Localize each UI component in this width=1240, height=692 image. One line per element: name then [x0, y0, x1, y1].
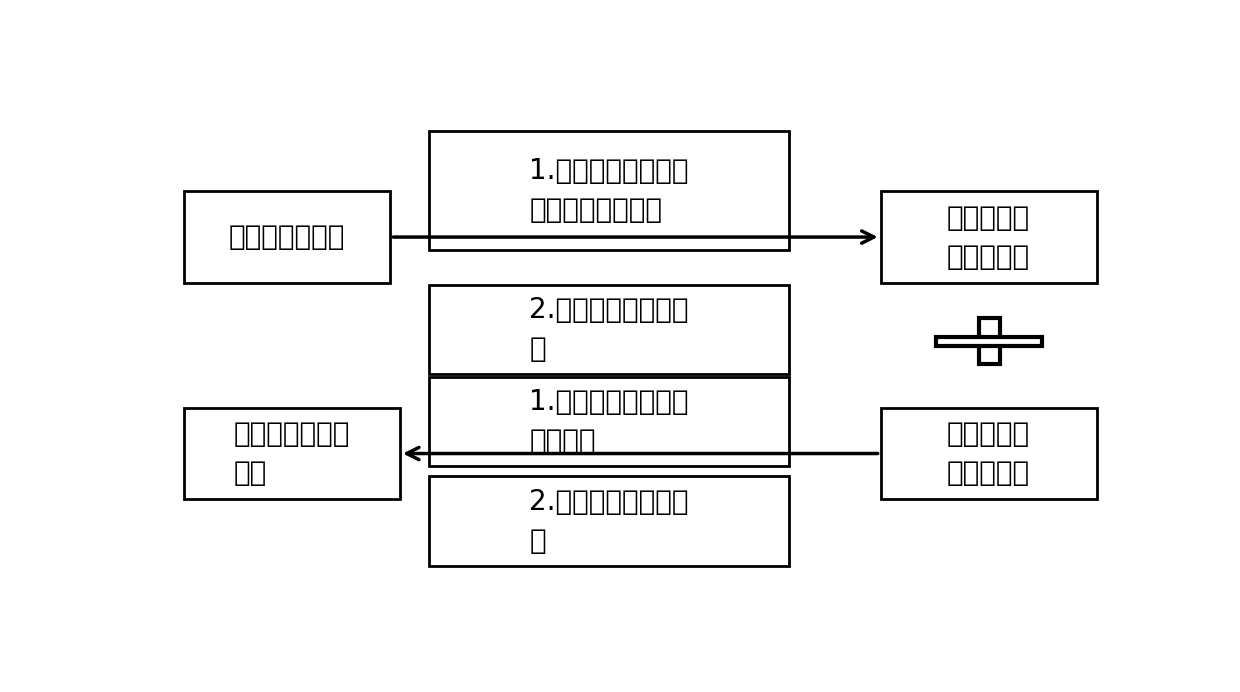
Text: 丙烯酸酯系
聚合物粉末: 丙烯酸酯系 聚合物粉末: [947, 203, 1030, 271]
Text: 2.先加热气化，再冷
却: 2.先加热气化，再冷 却: [529, 488, 689, 555]
Bar: [880, 408, 1096, 500]
Bar: [429, 285, 789, 374]
Text: 1.搅拌均匀，加热，
加催化剂: 1.搅拌均匀，加热， 加催化剂: [529, 388, 689, 455]
Text: 1.混合均匀，加热，
加催化剂聚合反应: 1.混合均匀，加热， 加催化剂聚合反应: [529, 156, 689, 224]
Text: 丙烯酸酯系单体: 丙烯酸酯系单体: [229, 223, 345, 251]
Bar: [880, 191, 1096, 283]
Bar: [429, 476, 789, 566]
Text: 2.先加热气化，再冷
却: 2.先加热气化，再冷 却: [529, 296, 689, 363]
Bar: [184, 191, 391, 283]
Bar: [429, 131, 789, 250]
Bar: [978, 318, 999, 364]
Bar: [936, 336, 1042, 346]
Text: 丙烯酸酯系
聚合物流体: 丙烯酸酯系 聚合物流体: [947, 420, 1030, 487]
Bar: [429, 376, 789, 466]
Text: 复聚合丙烯酸酯
橡胶: 复聚合丙烯酸酯 橡胶: [234, 420, 350, 487]
Bar: [184, 408, 401, 500]
